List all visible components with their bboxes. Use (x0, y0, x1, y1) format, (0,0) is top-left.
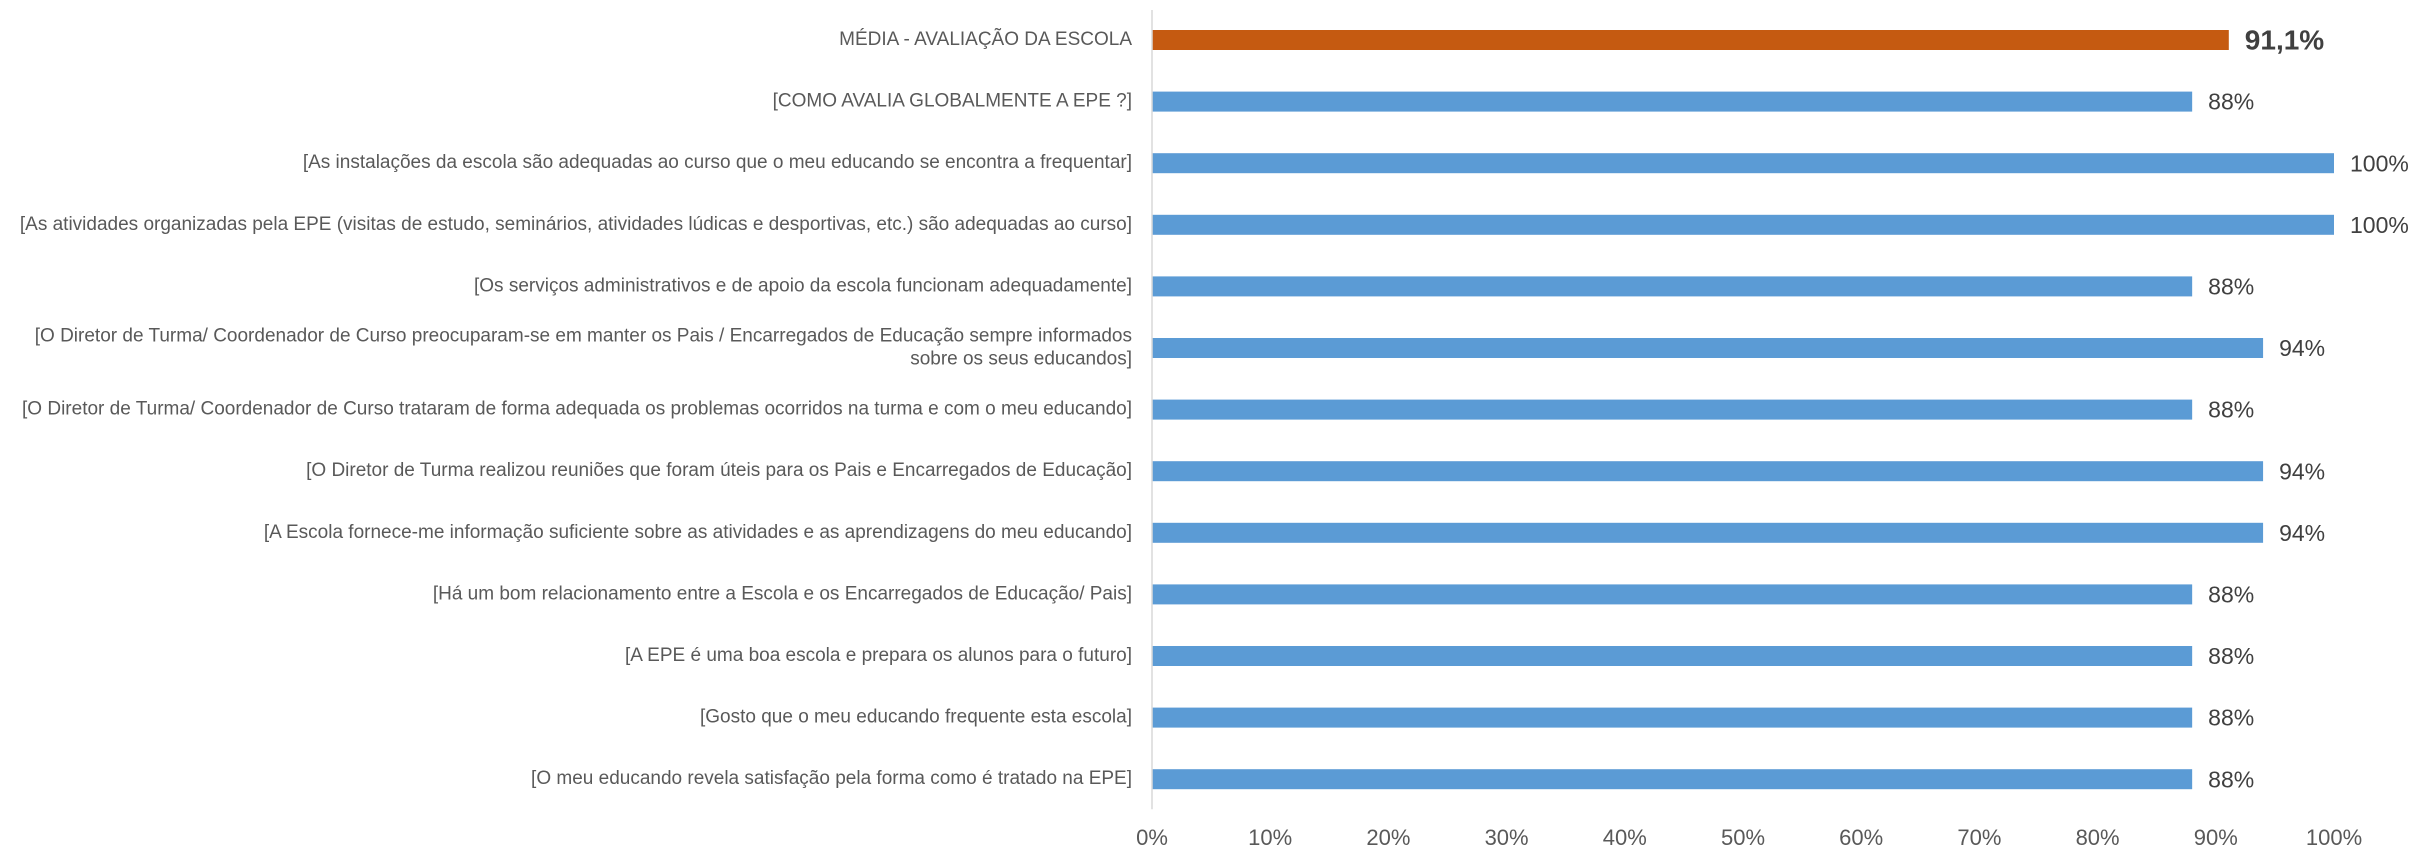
value-label: 88% (2208, 705, 2254, 731)
category-label: [O Diretor de Turma realizou reuniões qu… (306, 460, 1132, 481)
x-tick-label: 80% (2076, 825, 2120, 850)
x-tick-label: 60% (1839, 825, 1883, 850)
category-label: [Gosto que o meu educando frequente esta… (700, 707, 1132, 728)
bar (1152, 399, 2193, 420)
x-tick-label: 40% (1603, 825, 1647, 850)
value-label: 100% (2350, 150, 2409, 176)
x-tick-label: 90% (2194, 825, 2238, 850)
category-label: [COMO AVALIA GLOBALMENTE A EPE ?] (773, 91, 1132, 112)
category-label: [O Diretor de Turma/ Coordenador de Curs… (22, 399, 1132, 420)
bar (1152, 584, 2193, 605)
bar (1152, 338, 2264, 358)
value-label: 88% (2208, 643, 2254, 669)
value-label: 94% (2279, 520, 2325, 546)
x-tick-label: 30% (1485, 825, 1529, 850)
bar (1152, 153, 2334, 174)
x-tick-label: 10% (1248, 825, 1292, 850)
value-label: 94% (2279, 335, 2325, 361)
bar (1152, 522, 2264, 543)
category-label: [O Diretor de Turma/ Coordenador de Curs… (35, 326, 1132, 370)
bar (1152, 30, 2229, 50)
bar (1152, 769, 2193, 790)
bar (1152, 461, 2264, 482)
value-label: 91,1% (2245, 24, 2324, 55)
x-tick-label: 20% (1366, 825, 1410, 850)
value-label: 100% (2350, 212, 2409, 238)
category-label: [As atividades organizadas pela EPE (vis… (20, 214, 1132, 235)
value-label: 88% (2208, 273, 2254, 299)
value-label: 88% (2208, 397, 2254, 423)
bar (1152, 707, 2193, 728)
x-tick-label: 50% (1721, 825, 1765, 850)
x-tick-label: 100% (2306, 825, 2362, 850)
value-label: 88% (2208, 766, 2254, 792)
category-label: [A Escola fornece-me informação suficien… (264, 522, 1132, 543)
value-label: 94% (2279, 458, 2325, 484)
bar (1152, 214, 2334, 235)
category-label: [Há um bom relacionamento entre a Escola… (433, 583, 1132, 604)
category-label: MÉDIA - AVALIAÇÃO DA ESCOLA (839, 28, 1132, 50)
value-label: 88% (2208, 581, 2254, 607)
x-tick-label: 70% (1957, 825, 2001, 850)
category-label: [O meu educando revela satisfação pela f… (531, 768, 1132, 789)
category-label: [A EPE é uma boa escola e prepara os alu… (625, 645, 1132, 666)
category-label: [Os serviços administrativos e de apoio … (474, 275, 1132, 296)
value-label: 88% (2208, 89, 2254, 115)
bar (1152, 276, 2193, 297)
bar (1152, 91, 2193, 112)
category-label: [As instalações da escola são adequadas … (303, 152, 1132, 173)
x-tick-label: 0% (1136, 825, 1168, 850)
bar (1152, 646, 2193, 666)
